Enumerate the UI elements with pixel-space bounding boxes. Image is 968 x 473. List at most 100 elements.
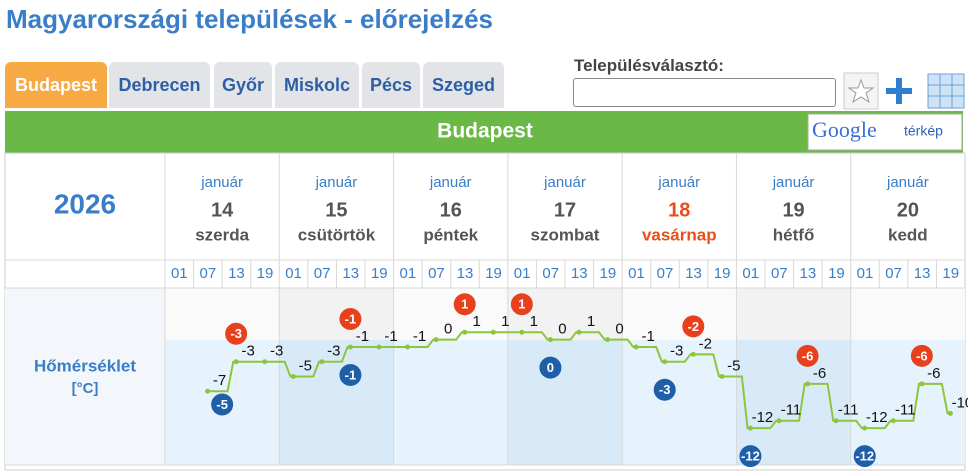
temperature-label: 1	[501, 313, 509, 330]
temperature-label: 0	[444, 321, 452, 338]
day-band	[736, 288, 851, 465]
max-badge-label: 1	[518, 297, 525, 312]
temperature-label: 0	[558, 321, 566, 338]
month: január	[772, 174, 815, 191]
temperature-label: -10	[952, 394, 968, 411]
hour: 19	[257, 265, 274, 282]
map-button[interactable]: Google térkép	[807, 113, 963, 151]
max-badge	[796, 344, 819, 367]
max-badge-label: -6	[802, 348, 814, 363]
map-label: térkép	[904, 123, 943, 139]
hour: 13	[800, 265, 817, 282]
temperature-label: 1	[587, 313, 595, 330]
temperature-point	[319, 359, 325, 365]
day-band	[622, 288, 737, 465]
weekday: péntek	[423, 225, 478, 244]
temperature-label: 1	[530, 313, 538, 330]
hour: 19	[371, 265, 388, 282]
weekday: csütörtök	[298, 225, 376, 244]
city-tab[interactable]: Debrecen	[109, 62, 210, 108]
day-number: 18	[668, 199, 690, 221]
temperature-point	[662, 359, 668, 365]
day-number: 14	[211, 199, 234, 221]
temperature-point	[890, 418, 896, 424]
min-badge-label: -3	[659, 382, 671, 397]
min-badge	[539, 356, 562, 379]
selector-label: Településválasztó:	[574, 56, 724, 75]
hour: 19	[828, 265, 845, 282]
temperature-label: -1	[413, 328, 426, 345]
temperature-label: -1	[384, 328, 397, 345]
day-band-lower	[622, 340, 737, 465]
hour: 07	[771, 265, 788, 282]
min-badge-label: -12	[855, 449, 874, 464]
temperature-point	[719, 374, 725, 379]
grid-button[interactable]	[927, 73, 965, 109]
temperature-point	[833, 418, 839, 424]
min-badge-label: -5	[216, 397, 228, 412]
city-tab[interactable]: Győr	[214, 62, 272, 108]
day-band-lower	[279, 340, 394, 465]
max-badge	[453, 293, 476, 316]
hour: 13	[914, 265, 931, 282]
max-badge	[510, 293, 533, 316]
temperature-point	[862, 425, 868, 431]
plus-icon	[886, 88, 912, 94]
day-band	[279, 288, 394, 465]
temperature-label: -5	[299, 357, 312, 374]
city-tab[interactable]: Miskolc	[275, 62, 359, 108]
temperature-point	[947, 410, 953, 416]
temperature-point	[519, 329, 525, 335]
hour: 07	[314, 265, 331, 282]
temperature-point	[262, 359, 268, 365]
hour: 01	[171, 265, 188, 282]
map-brand: Google	[812, 117, 877, 142]
city-tab[interactable]: Pécs	[362, 62, 420, 108]
city-tab[interactable]: Szeged	[423, 62, 504, 108]
temperature-label: -5	[727, 357, 740, 374]
city-tab[interactable]: Budapest	[5, 62, 107, 108]
max-badge-label: -6	[916, 348, 928, 363]
temperature-point	[805, 381, 811, 387]
month: január	[315, 174, 358, 191]
temperature-label: -3	[327, 343, 340, 360]
temperature-label: -2	[699, 335, 712, 352]
weekday: szombat	[531, 225, 600, 244]
month: január	[657, 174, 700, 191]
temperature-point	[919, 381, 925, 387]
day-number: 17	[554, 199, 576, 221]
row-unit: [°C]	[72, 380, 99, 397]
hour: 07	[542, 265, 559, 282]
hour: 01	[742, 265, 759, 282]
temperature-label: -3	[670, 343, 683, 360]
day-band	[507, 288, 623, 465]
min-badge-label: -12	[741, 449, 760, 464]
day-number: 16	[440, 199, 462, 221]
max-badge-label: -2	[688, 319, 700, 334]
min-badge	[739, 445, 762, 468]
hour: 13	[457, 265, 474, 282]
temperature-label: -12	[866, 409, 888, 426]
temperature-label: -6	[927, 365, 940, 382]
temperature-point	[376, 344, 382, 350]
month: január	[429, 174, 472, 191]
temperature-point	[490, 329, 496, 335]
temperature-label: -1	[641, 328, 654, 345]
temperature-point	[347, 344, 353, 350]
table-body	[4, 152, 966, 471]
city-input[interactable]	[573, 78, 836, 107]
row-label: Hőmérséklet	[34, 356, 136, 375]
day-number: 19	[782, 199, 804, 221]
temperature-point	[433, 337, 439, 343]
month: január	[886, 174, 929, 191]
max-badge-label: 1	[461, 297, 468, 312]
hour: 13	[685, 265, 702, 282]
temperature-point	[462, 329, 468, 335]
temperature-label: -11	[838, 402, 859, 419]
hour: 19	[942, 265, 959, 282]
hour: 01	[857, 265, 874, 282]
temperature-label: -3	[270, 343, 283, 360]
weekday: kedd	[888, 225, 928, 244]
hour: 13	[228, 265, 245, 282]
